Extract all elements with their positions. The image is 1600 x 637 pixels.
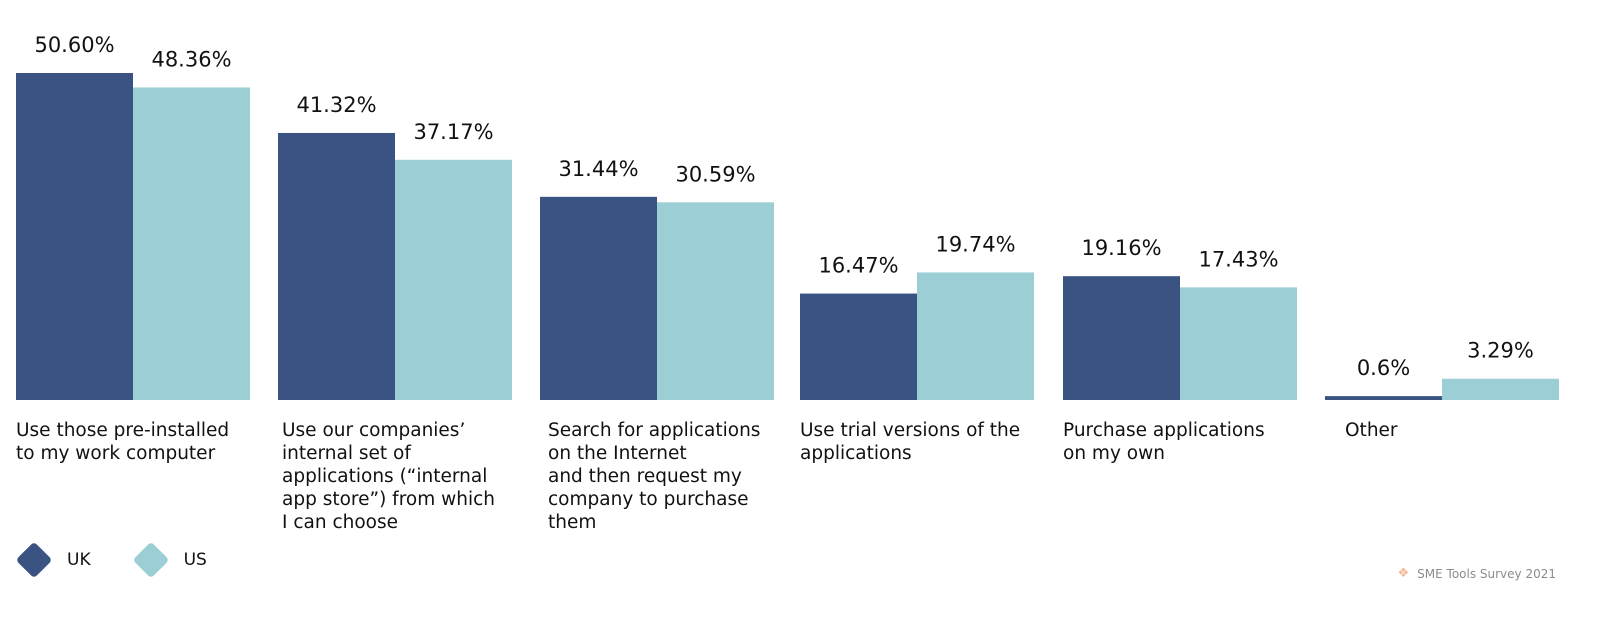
bar-us	[917, 272, 1034, 400]
data-label-us: 19.74%	[935, 232, 1015, 256]
bar-uk	[1063, 276, 1180, 400]
bar-us	[1442, 378, 1559, 400]
source-credit: ❖ SME Tools Survey 2021	[1398, 566, 1557, 581]
bar-us	[1180, 287, 1297, 400]
bar-us	[657, 202, 774, 400]
bar-uk	[800, 293, 917, 400]
bar-uk	[278, 132, 395, 400]
bar-uk	[16, 73, 133, 400]
data-label-uk: 0.6%	[1357, 356, 1410, 380]
bar-us	[395, 159, 512, 400]
bar-chart: 50.60% 41.32% 31.44% 16.47% 19.16% 0.6% 48.36%…	[16, 33, 1559, 400]
data-label-uk: 19.16%	[1081, 236, 1161, 260]
category-label: Use trial versions of the applications	[800, 420, 1021, 464]
us-swatch	[132, 541, 169, 579]
uk-swatch	[15, 541, 53, 579]
data-label-uk: 16.47%	[818, 254, 898, 278]
data-label-us: 37.17%	[413, 120, 493, 144]
category-label: Use our companies’ internal set of appli…	[282, 420, 496, 533]
legend-item-us: US	[132, 541, 207, 579]
legend-label-us: US	[183, 550, 207, 570]
bar-uk	[1325, 396, 1442, 400]
bar-us	[133, 87, 250, 400]
data-label-uk: 41.32%	[296, 93, 376, 117]
category-label: Purchase applications on my own	[1063, 420, 1265, 464]
data-label-us: 17.43%	[1198, 247, 1278, 271]
source-text: SME Tools Survey 2021	[1417, 566, 1556, 581]
legend: UK US	[15, 541, 249, 579]
legend-label-uk: UK	[67, 550, 91, 570]
bar-uk	[540, 196, 657, 400]
category-label: Use those pre-installed to my work compu…	[16, 420, 230, 464]
data-label-us: 3.29%	[1467, 339, 1534, 363]
data-label-us: 48.36%	[151, 47, 231, 71]
sparkle-icon: ❖	[1397, 566, 1410, 581]
category-label: Other	[1345, 420, 1398, 441]
data-label-us: 30.59%	[675, 162, 755, 186]
data-label-uk: 50.60%	[34, 33, 114, 57]
legend-item-uk: UK	[15, 541, 91, 579]
category-label: Search for applications on the Internet …	[548, 420, 761, 533]
data-label-uk: 31.44%	[558, 157, 638, 181]
